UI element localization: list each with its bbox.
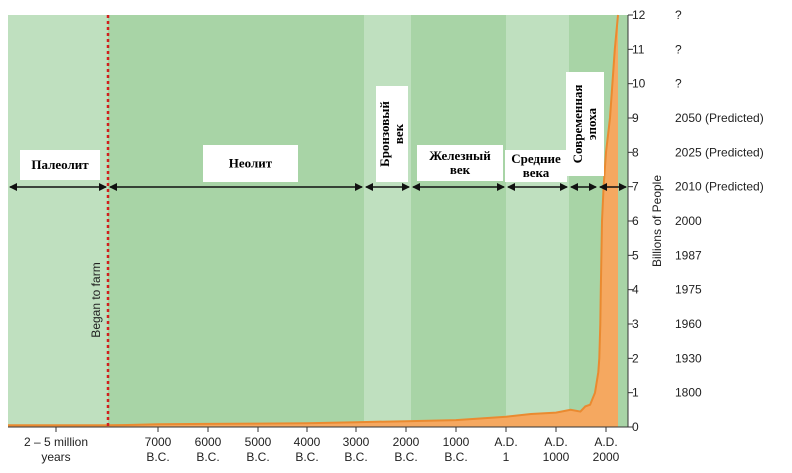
y-tick-label: 3 bbox=[632, 317, 639, 331]
x-tick-label: B.C. bbox=[344, 450, 367, 464]
x-tick-label: 5000 bbox=[245, 435, 272, 449]
y-tick-label: 11 bbox=[632, 42, 645, 56]
population-line bbox=[8, 14, 619, 427]
y-tick-label: 7 bbox=[632, 180, 639, 194]
era-label-text: Средние bbox=[511, 151, 561, 166]
x-tick-label: 4000 bbox=[294, 435, 321, 449]
x-tick-label: A.D. bbox=[544, 435, 567, 449]
era-label-text: век bbox=[450, 162, 471, 177]
year-label: 2050 (Predicted) bbox=[675, 111, 764, 125]
era-band bbox=[8, 15, 108, 427]
x-tick-label: 2000 bbox=[393, 435, 420, 449]
y-tick-label: 6 bbox=[632, 214, 639, 228]
year-label: ? bbox=[675, 77, 682, 91]
x-tick-label: A.D. bbox=[594, 435, 617, 449]
year-label: 1800 bbox=[675, 386, 702, 400]
began-to-farm-label: Began to farm bbox=[89, 262, 103, 337]
year-label: 2000 bbox=[675, 214, 702, 228]
era-label: Бронзовый век bbox=[376, 86, 408, 182]
era-band bbox=[506, 15, 569, 427]
year-label: 1960 bbox=[675, 317, 702, 331]
x-tick-label: B.C. bbox=[295, 450, 318, 464]
era-label-text: век bbox=[391, 123, 406, 144]
x-tick-label: B.C. bbox=[444, 450, 467, 464]
y-tick-label: 2 bbox=[632, 351, 639, 365]
x-tick-label: 1000 bbox=[543, 450, 570, 464]
year-label: 1975 bbox=[675, 283, 702, 297]
x-tick-label: 3000 bbox=[343, 435, 370, 449]
era-label-text: Палеолит bbox=[31, 157, 89, 172]
y-tick-label: 0 bbox=[632, 420, 639, 434]
x-tick-label: 7000 bbox=[145, 435, 172, 449]
era-label: Палеолит bbox=[20, 150, 100, 180]
era-label-text: Неолит bbox=[229, 156, 273, 171]
y-tick-label: 8 bbox=[632, 145, 639, 159]
y-tick-label: 4 bbox=[632, 283, 639, 297]
era-label: Неолит bbox=[203, 145, 298, 182]
y-tick-label: 5 bbox=[632, 248, 639, 262]
x-tick-label: 2000 bbox=[593, 450, 620, 464]
era-label: Современная эпоха bbox=[566, 72, 604, 176]
era-band bbox=[411, 15, 506, 427]
x-tick-label: 2 – 5 million bbox=[24, 435, 88, 449]
era-label-text: Современная bbox=[570, 85, 585, 164]
x-tick-label: A.D. bbox=[494, 435, 517, 449]
x-axis: 2 – 5 millionyears7000B.C.6000B.C.5000B.… bbox=[8, 426, 628, 464]
era-label-text: Бронзовый bbox=[377, 101, 392, 167]
year-label: 1987 bbox=[675, 248, 702, 262]
x-tick-label: years bbox=[41, 450, 70, 464]
year-label: ? bbox=[675, 42, 682, 56]
y-tick-label: 9 bbox=[632, 111, 639, 125]
y-tick-label: 10 bbox=[632, 77, 646, 91]
x-tick-label: B.C. bbox=[246, 450, 269, 464]
x-tick-label: 6000 bbox=[195, 435, 222, 449]
era-label-text: века bbox=[523, 165, 550, 180]
year-label: 2010 (Predicted) bbox=[675, 180, 764, 194]
year-label: 2025 (Predicted) bbox=[675, 145, 764, 159]
year-label: ? bbox=[675, 8, 682, 22]
era-label-text: Железный bbox=[429, 148, 491, 163]
era-band bbox=[364, 15, 411, 427]
x-tick-label: B.C. bbox=[394, 450, 417, 464]
y-tick-label: 1 bbox=[632, 386, 639, 400]
y-tick-label: 12 bbox=[632, 8, 646, 22]
year-label: 1930 bbox=[675, 351, 702, 365]
x-tick-label: 1 bbox=[503, 450, 510, 464]
era-labels: Палеолит Неолит ЖелезныйвекСредниевекаБрон… bbox=[20, 72, 604, 182]
era-background-bands bbox=[8, 15, 628, 427]
x-tick-label: B.C. bbox=[146, 450, 169, 464]
era-label-text: эпоха bbox=[584, 107, 599, 140]
x-tick-label: B.C. bbox=[196, 450, 219, 464]
era-band bbox=[108, 15, 364, 427]
y-axis-label: Billions of People bbox=[650, 175, 664, 267]
x-tick-label: 1000 bbox=[443, 435, 470, 449]
